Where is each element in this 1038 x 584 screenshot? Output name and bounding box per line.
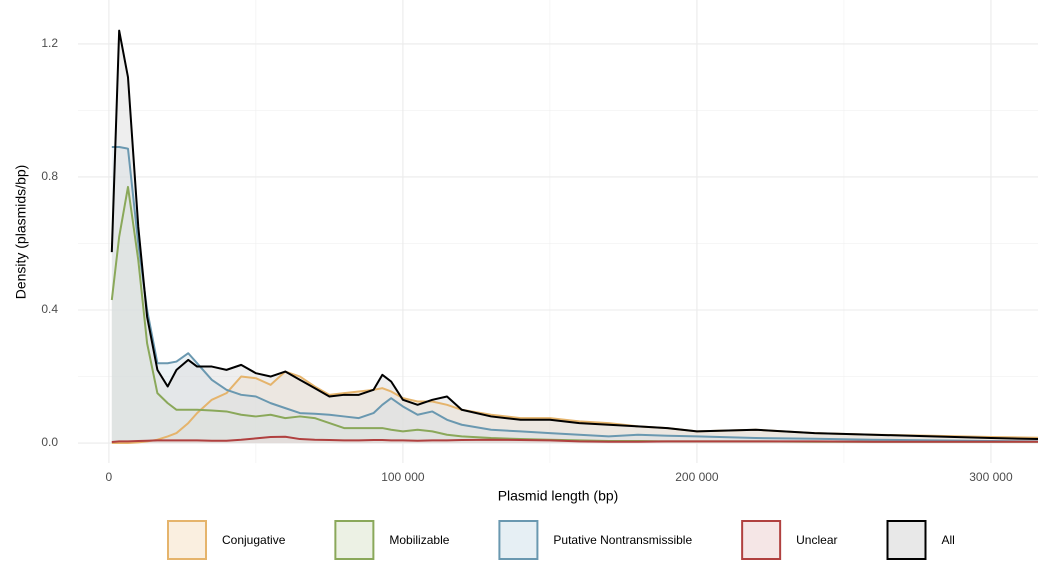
area bbox=[111, 186, 1038, 444]
area bbox=[111, 371, 1038, 444]
legend-key bbox=[886, 520, 927, 560]
legend-label: Mobilizable bbox=[389, 533, 449, 547]
legend-label: Unclear bbox=[796, 533, 837, 547]
legend-key bbox=[334, 520, 375, 560]
x-tick-label: 200 000 bbox=[675, 470, 719, 484]
y-tick-label: 1.2 bbox=[41, 36, 58, 50]
x-tick-label: 100 000 bbox=[381, 470, 425, 484]
line bbox=[110, 29, 1038, 441]
legend-key bbox=[741, 520, 782, 560]
y-tick-label: 0.0 bbox=[41, 435, 58, 449]
x-tick-label: 300 000 bbox=[969, 470, 1013, 484]
x-axis-title: Plasmid length (bp) bbox=[498, 488, 619, 504]
y-tick-label: 0.4 bbox=[41, 302, 58, 316]
legend: Conjugative Mobilizable Putative Nontransm… bbox=[167, 520, 955, 560]
area bbox=[111, 30, 1038, 444]
y-axis-title: Density (plasmids/bp) bbox=[13, 165, 29, 300]
line bbox=[111, 146, 1038, 443]
area bbox=[111, 147, 1038, 444]
line bbox=[111, 435, 1038, 444]
x-tick-label: 0 bbox=[106, 470, 113, 484]
legend-key bbox=[167, 520, 207, 560]
y-tick-label: 0.8 bbox=[41, 169, 58, 183]
legend-key bbox=[498, 520, 539, 560]
legend-label: Putative Nontransmissible bbox=[553, 533, 692, 547]
legend-label: Conjugative bbox=[222, 533, 286, 547]
legend-label: All bbox=[942, 533, 955, 547]
plot-panel bbox=[110, 29, 1038, 445]
